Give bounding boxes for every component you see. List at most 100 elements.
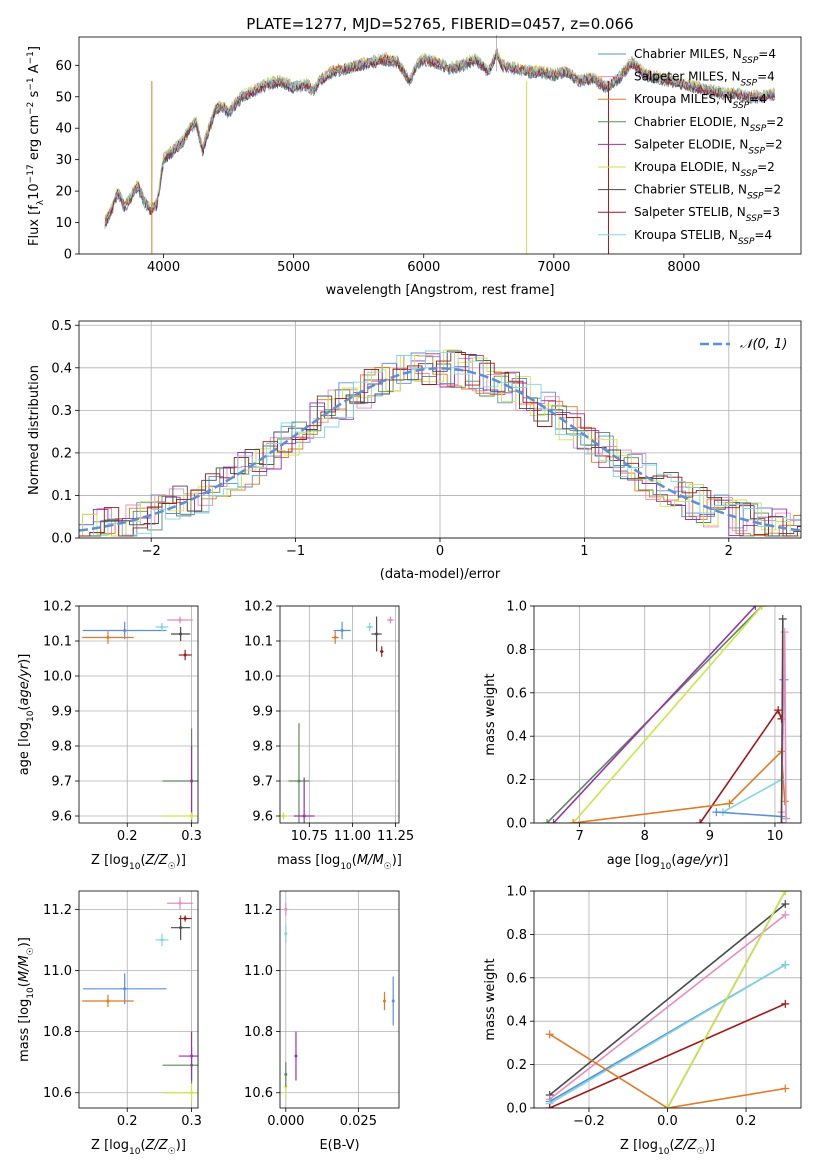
text-part: 10: [27, 183, 42, 200]
residuals-plot: [79, 349, 801, 537]
legend-entry: Kroupa STELIB, NSSP=4: [634, 228, 772, 247]
data-point: [380, 650, 384, 653]
text-part: SSP: [741, 79, 758, 89]
y-tick-label: 9.7: [51, 775, 72, 790]
data-point: [368, 625, 372, 629]
y-tick-label: 0.6: [506, 971, 527, 986]
y-tick-label: 1.0: [506, 600, 527, 615]
weight-line: [549, 1003, 786, 1108]
x-tick-label: 10.75: [291, 829, 328, 844]
y-tick-label: 0.0: [506, 817, 527, 832]
text-part: ☉: [697, 1147, 705, 1157]
y-tick-label: 0.4: [51, 361, 72, 376]
text-part: Salpeter MILES, N: [634, 70, 741, 84]
mass-vs-ebv-frame: [279, 890, 400, 1109]
text-part: Z [log: [620, 1138, 658, 1153]
text-part: =4: [749, 92, 767, 106]
data-point: [183, 653, 187, 657]
y-tick-label: 0.0: [506, 1102, 527, 1117]
y-tick-label: 11.0: [43, 964, 72, 979]
text-part: Kroupa STELIB, N: [634, 228, 738, 242]
data-point: [302, 814, 306, 818]
x-tick-label: 5000: [277, 260, 310, 275]
spectrum-axes: 4000 5000 6000 7000 8000 0 10 20 30 40 50 60: [55, 59, 700, 275]
x-tick-label: 8: [641, 829, 649, 844]
residuals-legend: 𝒩(0, 1): [700, 337, 787, 352]
text-part: (: [140, 853, 145, 868]
text-part: (: [17, 982, 32, 987]
histogram-step-line: [79, 350, 801, 537]
text-part: Chabrier STELIB, N: [634, 183, 747, 197]
legend-entry: Salpeter STELIB, NSSP=3: [634, 205, 780, 224]
y-tick-label: 9.9: [252, 705, 273, 720]
data-point: [179, 926, 183, 930]
spectrum-model-line: [104, 49, 775, 224]
data-point: [179, 632, 183, 636]
y-tick-label: 30: [55, 153, 72, 168]
text-part: ☉: [384, 862, 392, 872]
weight-marker: [781, 1084, 790, 1093]
legend-entry: Chabrier STELIB, NSSP=2: [634, 183, 781, 202]
text-part: age/yr: [17, 662, 32, 705]
weight-marker: [751, 606, 760, 610]
age-vs-Z-plot: [82, 616, 198, 823]
mass-vs-Z-plot: [82, 897, 198, 1102]
data-point: [333, 636, 337, 639]
age-vs-Z-axes: 0.2 0.3 9.6 9.7 9.8 9.9 10.0 10.1 10.2: [43, 600, 202, 845]
age-vs-mass-axes: 10.75 11.00 11.25 9.6 9.7 9.8 9.9 10.0 10.1 10.2: [244, 600, 414, 845]
weight-marker: [545, 1104, 554, 1108]
y-tick-label: 9.7: [252, 775, 273, 790]
data-point: [190, 1054, 194, 1058]
text-part: M/M: [17, 955, 32, 982]
mass-vs-ebv-plot: [284, 903, 395, 1099]
weight-marker: [778, 615, 787, 624]
text-part: (: [669, 1138, 674, 1153]
x-tick-label: 7000: [537, 260, 570, 275]
weight-line: [552, 606, 756, 823]
weight-vs-Z-xlabel: Z [log10(Z/Z☉)]: [620, 1138, 715, 1157]
x-tick-label: 0.0: [657, 1114, 678, 1129]
data-point: [284, 1072, 288, 1076]
weight-line: [716, 679, 785, 818]
weight-marker: [781, 891, 790, 895]
text-part: 10: [26, 987, 36, 999]
weight-marker: [549, 819, 558, 823]
text-part: SSP: [746, 214, 763, 224]
y-tick-label: 60: [55, 59, 72, 74]
data-point: [190, 779, 194, 783]
text-part: −17: [26, 164, 36, 183]
text-part: )]: [705, 1138, 715, 1153]
weight-line: [549, 914, 786, 1100]
spectrum-frame: [78, 36, 802, 255]
x-tick-label: −0.2: [573, 1114, 605, 1129]
text-part: Z/Z: [674, 1138, 698, 1153]
weight-marker: [781, 999, 790, 1008]
x-tick-label: 10: [767, 829, 784, 844]
y-tick-label: 11.2: [244, 903, 273, 918]
y-tick-label: 0.8: [506, 643, 527, 658]
y-tick-label: 0.4: [506, 730, 527, 745]
weight-marker: [663, 1104, 672, 1108]
y-tick-label: 50: [55, 90, 72, 105]
text-part: SSP: [741, 169, 758, 179]
y-tick-label: 0.2: [506, 1058, 527, 1073]
data-point: [388, 618, 392, 622]
text-part: ☉: [168, 1147, 176, 1157]
x-tick-label: 6000: [407, 260, 440, 275]
residuals-axes: −2 −1 0 1 2 0.0 0.1 0.2 0.3 0.4 0.5: [51, 319, 801, 559]
text-part: Z [log: [91, 1138, 129, 1153]
histogram-step-line: [79, 358, 801, 537]
text-part: Flux [f: [27, 205, 42, 246]
weight-line: [549, 964, 786, 1105]
weight-marker: [781, 960, 790, 969]
text-part: )]: [392, 853, 402, 868]
x-tick-label: 2: [725, 544, 733, 559]
y-tick-label: 0.8: [506, 928, 527, 943]
text-part: SSP: [748, 146, 765, 156]
text-part: )]: [17, 937, 32, 947]
text-part: mass [log: [17, 999, 32, 1062]
y-tick-label: 9.6: [252, 810, 273, 825]
text-part: age [log: [17, 722, 32, 775]
age-vs-Z-xlabel: Z [log10(Z/Z☉)]: [91, 853, 186, 872]
spectrum-ylabel: Flux [fλ10−17 erg cm−2 s−1 A−1]: [26, 46, 46, 246]
